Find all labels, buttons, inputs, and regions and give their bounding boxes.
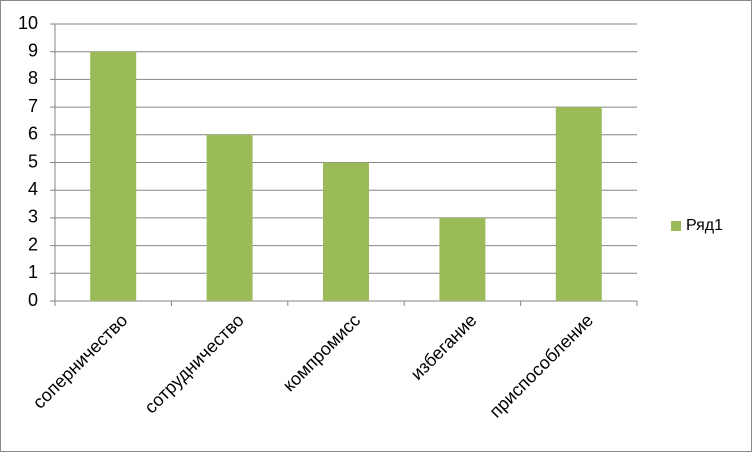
y-tick-label: 9 xyxy=(28,40,38,60)
y-tick-label: 0 xyxy=(28,290,38,310)
y-tick-label: 8 xyxy=(28,68,38,88)
legend-label: Ряд1 xyxy=(686,217,723,234)
legend-swatch xyxy=(671,221,681,231)
y-tick-label: 5 xyxy=(28,151,38,171)
bar xyxy=(323,162,369,301)
y-tick-label: 7 xyxy=(28,96,38,116)
bar xyxy=(90,51,137,302)
bar xyxy=(206,134,253,301)
y-tick-label: 2 xyxy=(28,234,38,254)
y-tick-label: 3 xyxy=(28,207,38,227)
y-tick-label: 1 xyxy=(28,262,38,282)
y-tick-label: 10 xyxy=(18,13,38,33)
y-tick-label: 4 xyxy=(28,179,38,199)
y-tick-label: 6 xyxy=(28,124,38,144)
bar xyxy=(439,217,486,301)
bar xyxy=(555,107,602,301)
